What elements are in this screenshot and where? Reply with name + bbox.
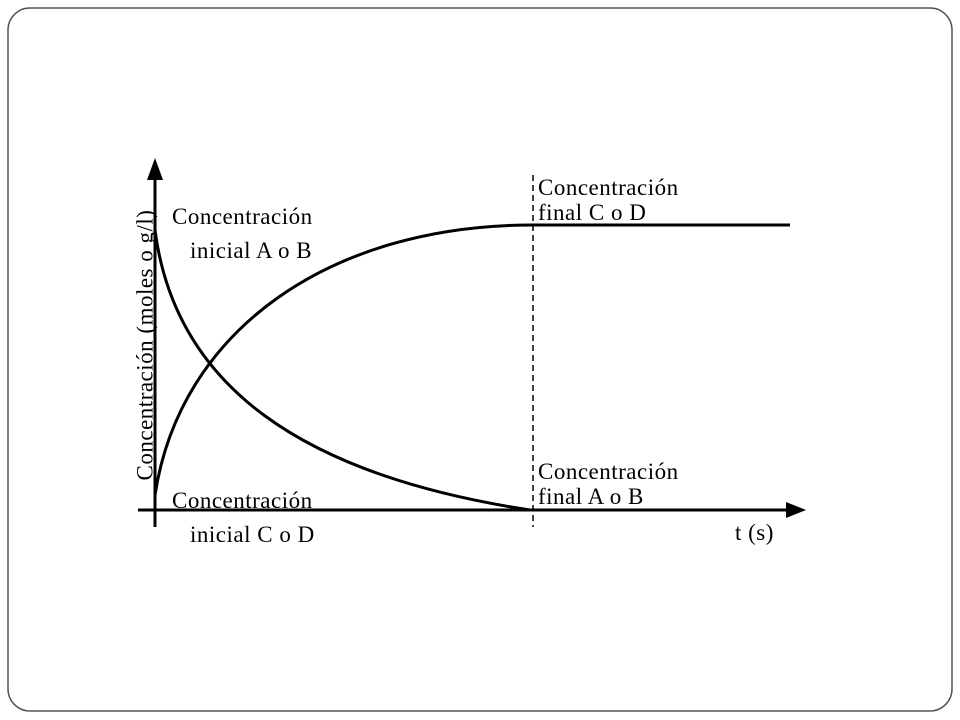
product-curve (153, 223, 790, 496)
annotation-line: inicial C o D (190, 522, 315, 547)
slide-frame (7, 7, 953, 712)
annotation-line: Concentración (538, 175, 679, 200)
annotation-line: inicial A o B (190, 238, 312, 263)
annotation-line: final A o B (538, 484, 644, 509)
reactant-curve (153, 229, 548, 512)
annotation-line: Concentración (172, 204, 313, 229)
y-axis-arrow (147, 158, 163, 180)
x-axis-arrow (786, 502, 806, 518)
annotation-line: Concentración (172, 488, 313, 513)
x-axis-label: t (s) (735, 520, 774, 545)
annotation-line: final C o D (538, 200, 646, 225)
y-axis-label: Concentración (moles o g/l) (132, 210, 157, 481)
annotation-line: Concentración (538, 459, 679, 484)
